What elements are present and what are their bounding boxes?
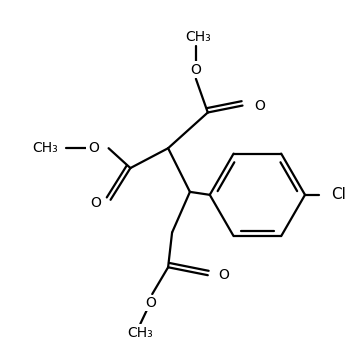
Text: O: O [145, 296, 156, 310]
Text: CH₃: CH₃ [185, 30, 211, 44]
Text: O: O [88, 141, 99, 155]
Text: Cl: Cl [331, 187, 346, 202]
Text: CH₃: CH₃ [127, 326, 153, 340]
Text: O: O [219, 268, 229, 282]
Text: CH₃: CH₃ [32, 141, 58, 155]
Text: O: O [254, 99, 265, 113]
Text: O: O [191, 63, 201, 77]
Text: O: O [90, 196, 101, 210]
